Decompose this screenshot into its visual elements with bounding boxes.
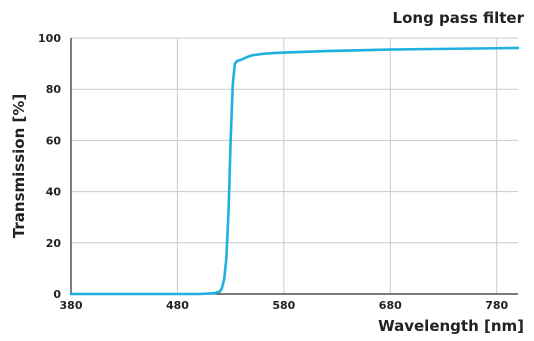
x-tick-label: 480 <box>166 299 189 312</box>
y-tick-label: 40 <box>46 186 62 199</box>
y-tick-label: 60 <box>46 134 62 147</box>
grid <box>71 37 518 294</box>
y-tick-label: 100 <box>38 32 61 45</box>
series-group <box>69 46 520 296</box>
x-tick-label: 380 <box>60 299 83 312</box>
y-axis-label: Transmission [%] <box>10 94 28 238</box>
series-line-0 <box>69 46 520 296</box>
x-axis-label: Wavelength [nm] <box>378 317 524 335</box>
y-tick-label: 20 <box>46 237 62 250</box>
axes <box>70 38 518 295</box>
y-tick-label: 80 <box>46 83 62 96</box>
tick-labels: 0 20 40 60 80 100 380 480 580 680 780 <box>38 32 509 312</box>
x-tick-label: 780 <box>485 299 508 312</box>
x-tick-label: 580 <box>272 299 295 312</box>
x-tick-label: 680 <box>379 299 402 312</box>
chart-title: Long pass filter <box>393 9 525 27</box>
y-tick-label: 0 <box>53 288 61 301</box>
